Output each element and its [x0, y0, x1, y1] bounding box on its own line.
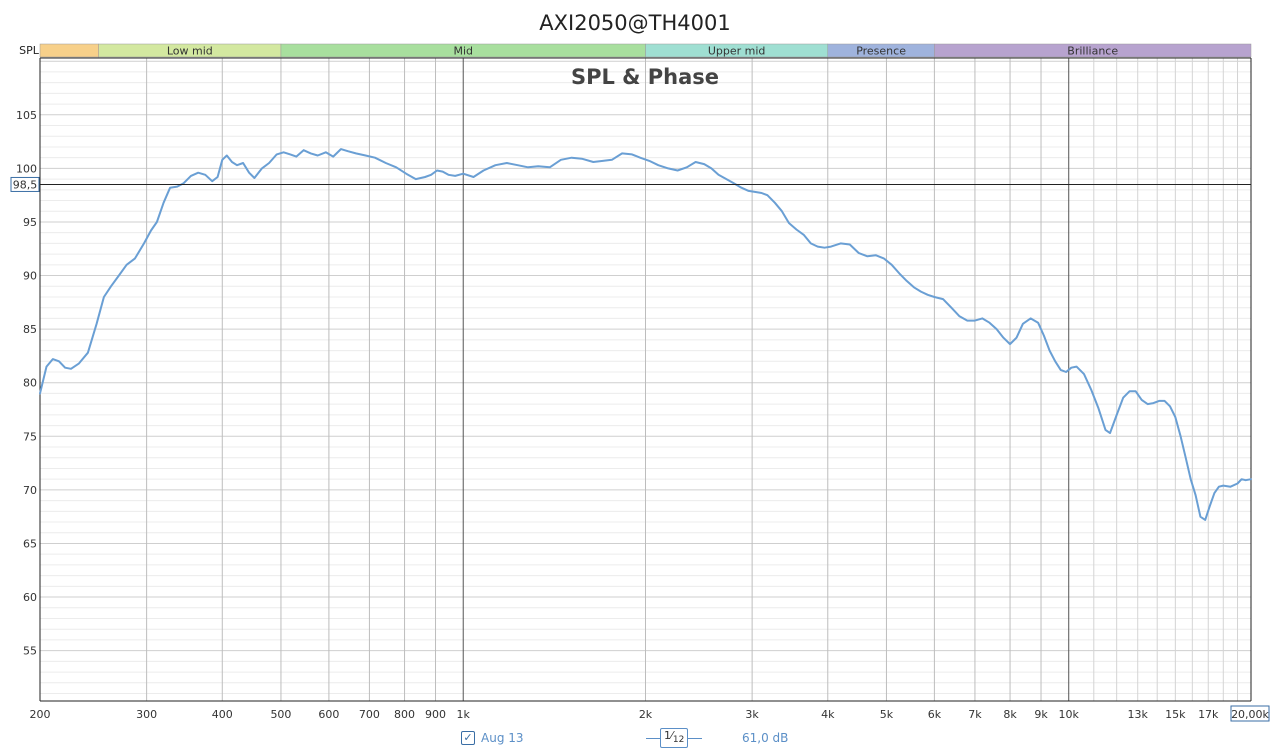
x-tick-label: 6k [928, 708, 942, 721]
cursor-level-box [10, 176, 40, 192]
x-tick-label: 300 [136, 708, 157, 721]
y-tick-label: 65 [23, 537, 37, 550]
legend-series-label: Aug 13 [481, 731, 524, 745]
offset-readout: 61,0 dB [742, 729, 788, 747]
band-label-5: Brilliance [1067, 45, 1118, 58]
x-tick-label: 8k [1003, 708, 1017, 721]
series-line-0 [39, 148, 1252, 521]
x-tick-label: 1k [457, 708, 471, 721]
smoothing-line-right [688, 737, 703, 739]
x-tick-label: 4k [821, 708, 835, 721]
x-tick-label: 5k [880, 708, 894, 721]
y-tick-label: 70 [23, 484, 37, 497]
y-axis-label: SPL [19, 44, 40, 57]
x-tick-label: 500 [270, 708, 291, 721]
cursor[interactable]: 98,5 20,00k [10, 176, 1270, 722]
x-tick-label: 2k [639, 708, 653, 721]
x-tick-label: 10k [1059, 708, 1080, 721]
x-cursor-label: 20,00k [1231, 708, 1269, 721]
band-5 [934, 43, 1252, 58]
y-tick-label: 105 [16, 109, 37, 122]
y-tick-label: 85 [23, 323, 37, 336]
x-tick-label: 15k [1165, 708, 1186, 721]
chart-title: SPL & Phase [571, 65, 719, 89]
y-tick-label: 100 [16, 162, 37, 175]
y-tick-label: 75 [23, 430, 37, 443]
series-layer [39, 148, 1252, 521]
x-tick-label: 200 [30, 708, 51, 721]
smoothing-line-left [646, 737, 660, 739]
band-label-4: Presence [856, 45, 906, 58]
smoothing-numerator: 1 [664, 728, 671, 742]
x-tick-label: 600 [318, 708, 339, 721]
band-label-1: Low mid [167, 45, 213, 58]
x-tick-label: 900 [425, 708, 446, 721]
window-title: AXI2050@TH4001 [539, 11, 730, 35]
band-label-3: Upper mid [708, 45, 766, 58]
x-tick-label: 400 [212, 708, 233, 721]
cursor-level-label: 98,5 [13, 178, 38, 191]
y-tick-label: 55 [23, 645, 37, 658]
y-tick-label: 60 [23, 591, 37, 604]
x-tick-label: 9k [1034, 708, 1048, 721]
x-tick-label: 17k [1198, 708, 1219, 721]
smoothing-control[interactable]: 1⁄12 [646, 727, 703, 749]
axes: 55 60 65 70 75 80 85 90 95 100 105 200 300 400 500 600 7… [16, 57, 1252, 721]
band-label-2: Mid [453, 45, 473, 58]
x-tick-label: 800 [394, 708, 415, 721]
band-0 [39, 43, 99, 58]
y-tick-label: 95 [23, 216, 37, 229]
frequency-bands: Low mid Mid Upper mid Presence Brilliance [39, 43, 1252, 58]
y-tick-label: 80 [23, 377, 37, 390]
x-tick-label: 7k [968, 708, 982, 721]
legend-series[interactable]: ✓ Aug 13 [461, 729, 524, 747]
x-tick-label: 3k [745, 708, 759, 721]
x-cursor-box [1230, 705, 1270, 722]
series-checkbox[interactable]: ✓ [461, 731, 475, 745]
x-tick-label: 700 [359, 708, 380, 721]
grid [40, 58, 1251, 701]
smoothing-denominator: 12 [672, 735, 685, 746]
y-tick-label: 90 [23, 270, 37, 283]
smoothing-fraction[interactable]: 1⁄12 [660, 727, 689, 749]
x-tick-label: 13k [1128, 708, 1149, 721]
offset-value: 61,0 dB [742, 731, 789, 745]
